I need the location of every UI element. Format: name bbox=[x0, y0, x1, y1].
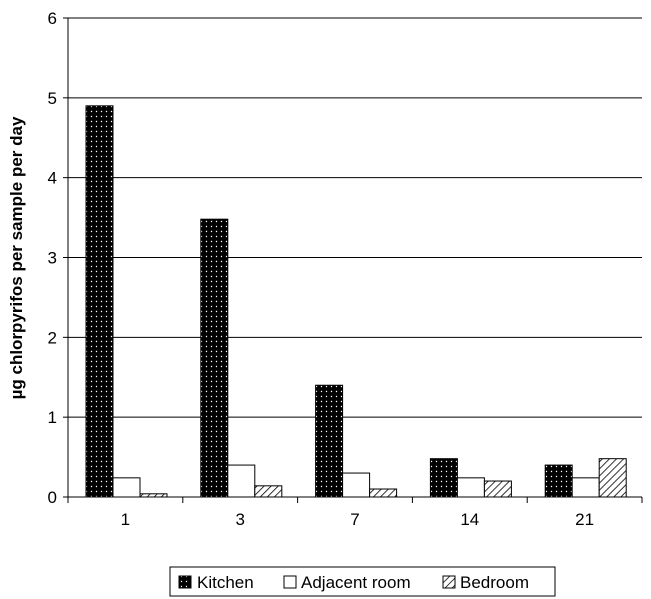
bar-kitchen-3 bbox=[200, 218, 229, 498]
x-tick-label: 7 bbox=[350, 510, 359, 529]
y-tick-label: 4 bbox=[48, 169, 57, 188]
x-tick-label: 21 bbox=[575, 510, 594, 529]
y-tick-label: 0 bbox=[48, 488, 57, 507]
gridlines bbox=[68, 17, 642, 418]
y-tick-label: 3 bbox=[48, 249, 57, 268]
x-tick-label: 1 bbox=[121, 510, 130, 529]
y-axis-title: µg chlorpyrifos per sample per day bbox=[7, 116, 26, 399]
bar-bedroom-21 bbox=[598, 458, 627, 498]
x-tick-labels: 1 3 7 14 21 bbox=[67, 497, 643, 529]
legend-swatch-kitchen bbox=[178, 575, 192, 589]
legend-swatch-bedroom bbox=[442, 575, 456, 589]
bar-bedroom-3 bbox=[254, 485, 283, 498]
y-tick-label: 2 bbox=[48, 328, 57, 347]
y-tick-label: 1 bbox=[48, 408, 57, 427]
x-tick-label: 3 bbox=[235, 510, 244, 529]
bar-adjacent-room-3 bbox=[227, 464, 256, 498]
legend: Kitchen Adjacent room Bedroom bbox=[169, 566, 556, 597]
legend-swatch-adjacent-room bbox=[283, 575, 297, 589]
y-tick-labels: 0 1 2 3 4 5 6 bbox=[48, 9, 68, 507]
legend-label: Bedroom bbox=[460, 573, 529, 592]
bar-kitchen-21 bbox=[544, 464, 573, 498]
bar-bedroom-7 bbox=[369, 488, 398, 498]
y-tick-label: 6 bbox=[48, 9, 57, 28]
y-tick-label: 5 bbox=[48, 89, 57, 108]
bar-bedroom-14 bbox=[483, 480, 512, 498]
bar-adjacent-room-21 bbox=[571, 477, 600, 498]
legend-label: Kitchen bbox=[197, 573, 254, 592]
bar-kitchen-7 bbox=[315, 384, 344, 498]
bar-kitchen-1 bbox=[85, 105, 114, 498]
bar-adjacent-room-7 bbox=[342, 472, 371, 498]
bar-kitchen-14 bbox=[429, 458, 458, 498]
legend-box bbox=[169, 566, 556, 597]
x-tick-label: 14 bbox=[460, 510, 479, 529]
bar-adjacent-room-14 bbox=[456, 477, 485, 498]
legend-label: Adjacent room bbox=[301, 573, 411, 592]
bar-adjacent-room-1 bbox=[112, 477, 141, 498]
bars bbox=[85, 105, 627, 498]
